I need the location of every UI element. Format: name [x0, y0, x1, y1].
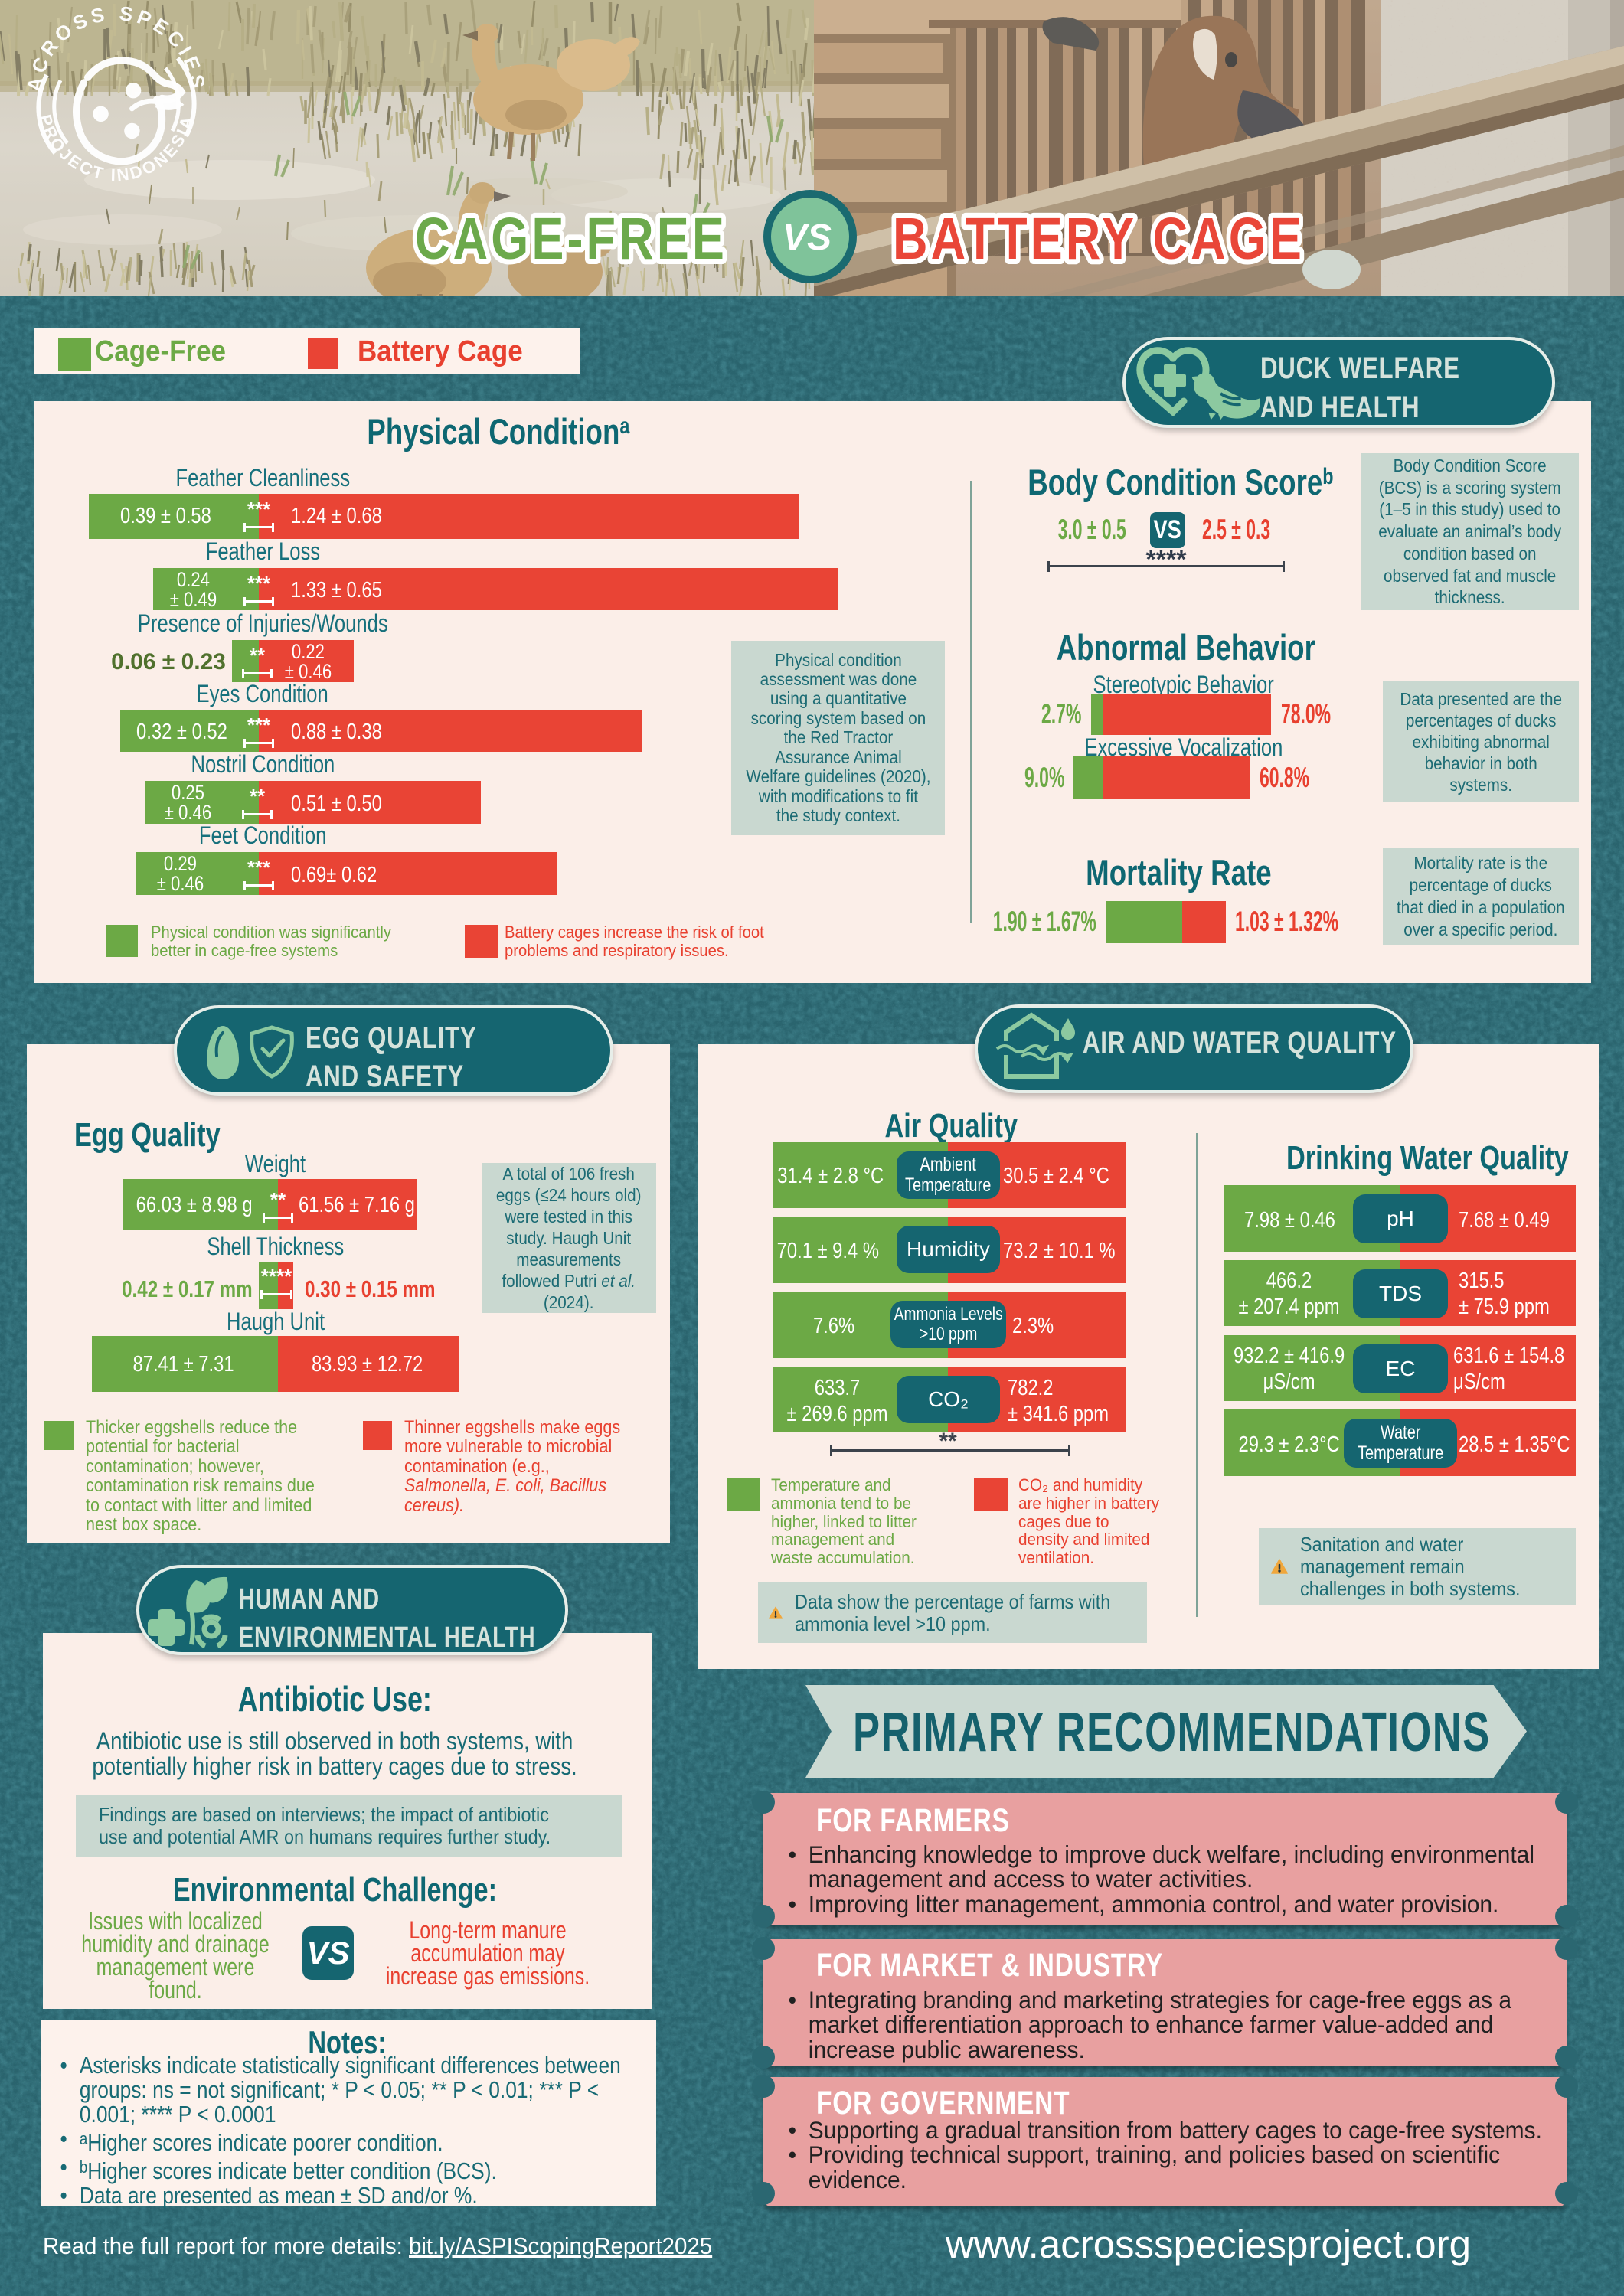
svg-text:BATTERY CAGE: BATTERY CAGE — [893, 206, 1305, 272]
svg-text:PROJECT INDONESIA: PROJECT INDONESIA — [35, 113, 197, 185]
svg-text:CAGE-FREE: CAGE-FREE — [415, 206, 727, 272]
svg-text:ACROSS SPECIES: ACROSS SPECIES — [23, 2, 211, 93]
svg-text:VS: VS — [783, 217, 832, 258]
